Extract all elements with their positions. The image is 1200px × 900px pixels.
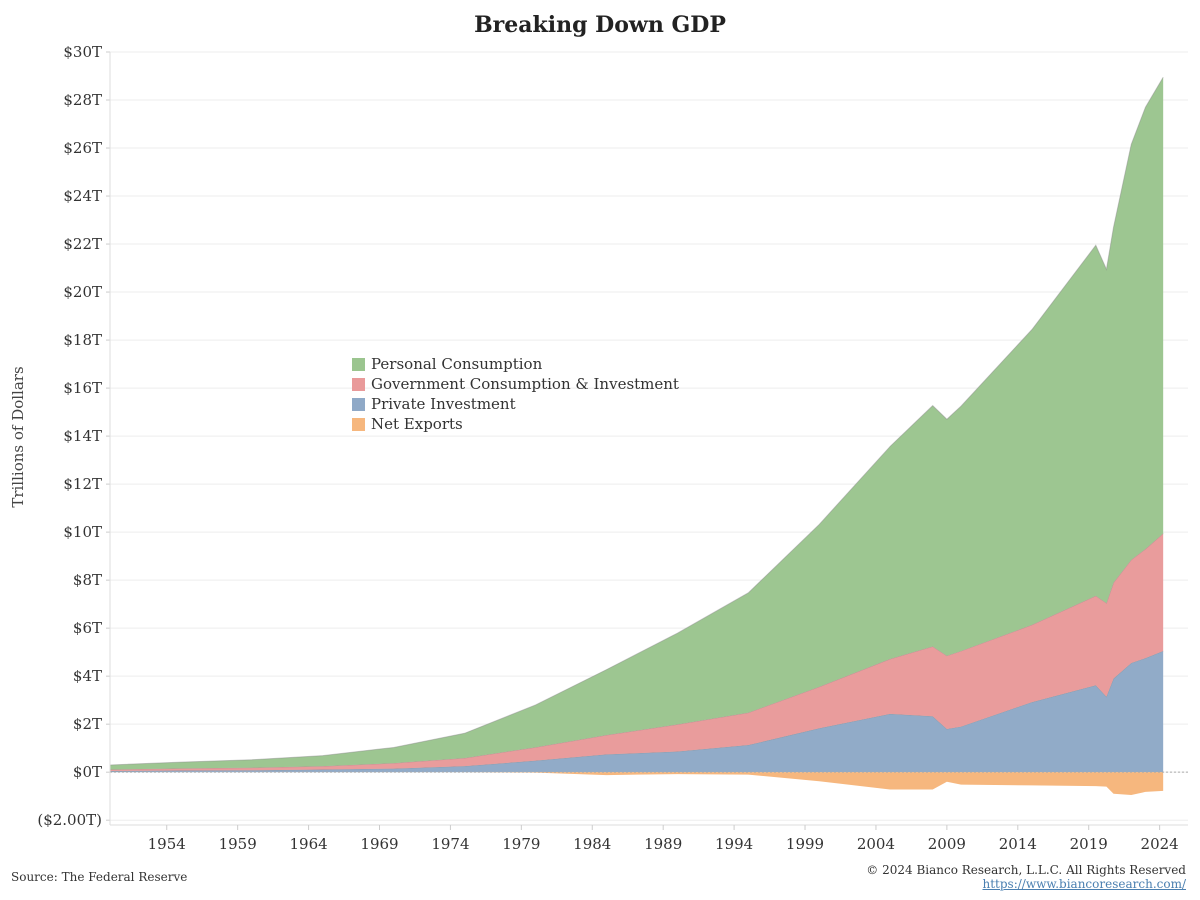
x-tick-label: 1984	[573, 835, 611, 853]
y-tick-label: $0T	[73, 763, 102, 781]
x-tick-label: 1959	[219, 835, 257, 853]
y-tick-label: $2T	[73, 715, 102, 733]
chart-title: Breaking Down GDP	[474, 12, 726, 38]
x-tick-label: 2024	[1141, 835, 1179, 853]
legend-label: Government Consumption & Investment	[371, 375, 679, 393]
y-tick-label: $12T	[63, 475, 102, 493]
legend-label: Net Exports	[371, 415, 463, 433]
area-personal-consumption	[110, 77, 1164, 770]
chart-legend: Personal Consumption Government Consumpt…	[352, 354, 679, 434]
legend-swatch	[352, 397, 365, 411]
x-tick-label: 1994	[715, 835, 753, 853]
source-note: Source: The Federal Reserve	[11, 870, 188, 884]
area-net-exports	[110, 772, 1164, 795]
x-tick-label: 2019	[1070, 835, 1108, 853]
x-tick-label: 1979	[502, 835, 540, 853]
legend-label: Private Investment	[371, 395, 516, 413]
y-tick-label: $10T	[63, 523, 102, 541]
x-tick-label: 1999	[786, 835, 824, 853]
legend-item-private-investment: Private Investment	[352, 394, 679, 414]
legend-swatch	[352, 377, 365, 391]
copyright-note: © 2024 Bianco Research, L.L.C. All Right…	[866, 863, 1186, 877]
x-tick-label: 1974	[431, 835, 469, 853]
y-tick-label: $22T	[63, 235, 102, 253]
y-tick-label: $26T	[63, 139, 102, 157]
website-link[interactable]: https://www.biancoresearch.com/	[982, 877, 1186, 891]
area-private-investment	[110, 650, 1164, 773]
x-tick-label: 2014	[999, 835, 1037, 853]
x-tick-label: 2009	[928, 835, 966, 853]
y-tick-label: $18T	[63, 331, 102, 349]
y-tick-label: $28T	[63, 91, 102, 109]
y-tick-label: $20T	[63, 283, 102, 301]
x-tick-label: 1969	[360, 835, 398, 853]
y-tick-label: $14T	[63, 427, 102, 445]
x-tick-label: 1964	[289, 835, 327, 853]
y-tick-label: ($2.00T)	[37, 811, 102, 829]
line-personal-consumption	[109, 76, 1164, 766]
y-tick-label: $24T	[63, 187, 102, 205]
y-tick-label: $16T	[63, 379, 102, 397]
y-tick-label: $4T	[73, 667, 102, 685]
legend-swatch	[352, 357, 365, 371]
area-government-consumption-investment	[110, 533, 1164, 771]
legend-item-net-exports: Net Exports	[352, 414, 679, 434]
x-tick-label: 2004	[857, 835, 895, 853]
y-tick-label: $30T	[63, 43, 102, 61]
legend-item-personal-consumption: Personal Consumption	[352, 354, 679, 374]
x-tick-label: 1989	[644, 835, 682, 853]
x-tick-label: 1954	[148, 835, 186, 853]
y-tick-label: $8T	[73, 571, 102, 589]
axes: $30T $28T $26T $24T $22T $20T $18T $16T $14T $12T…	[37, 43, 1188, 853]
y-tick-label: $6T	[73, 619, 102, 637]
area-series	[109, 76, 1164, 795]
legend-item-government: Government Consumption & Investment	[352, 374, 679, 394]
legend-label: Personal Consumption	[371, 355, 543, 373]
legend-swatch	[352, 417, 365, 431]
